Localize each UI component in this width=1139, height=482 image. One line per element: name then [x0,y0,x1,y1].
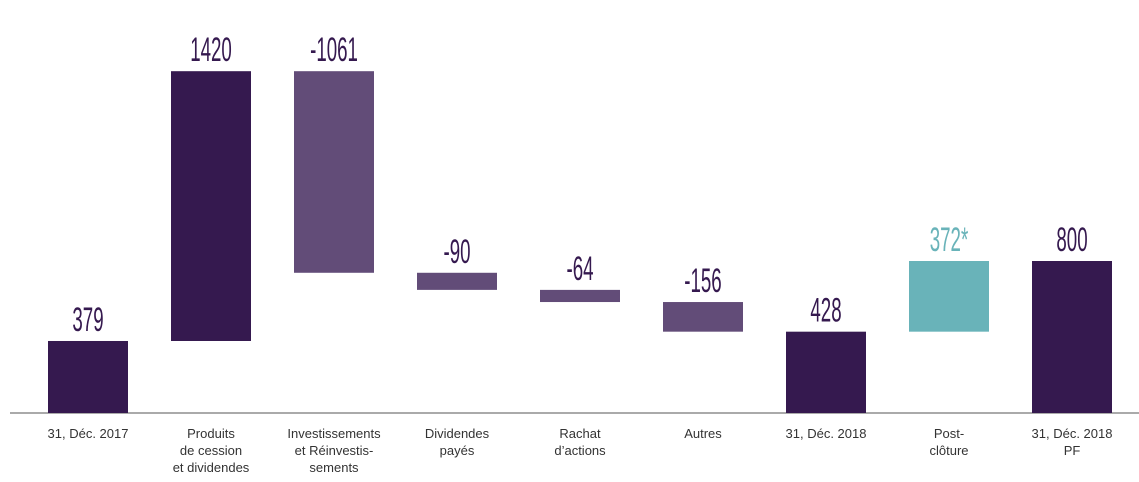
bar [1032,261,1112,413]
value-label: 800 [1056,220,1087,258]
value-label: -64 [566,249,593,287]
category-label: 31, Déc. 2018 PF [1031,426,1113,458]
value-label: -90 [443,232,470,270]
category-label: 31, Déc. 2017 [47,426,129,441]
value-label: 1420 [190,30,232,68]
bar [171,71,251,341]
bar [294,71,374,273]
bar [786,331,866,413]
category-label: Investissements et Réinvestis- sements [287,426,381,475]
value-label: -1061 [310,30,358,68]
bar [417,272,497,290]
value-label: 372* [930,220,969,258]
value-label: -156 [684,261,721,299]
category-label: Rachat d’actions [554,426,606,458]
category-label: Post- clôture [929,426,969,458]
category-label: Autres [684,426,722,441]
category-label: Dividendes payés [424,426,490,458]
bar [540,289,620,303]
value-label: 428 [810,291,841,329]
bar [48,340,128,413]
category-label: 31, Déc. 2018 [785,426,867,441]
category-label: Produits de cession et dividendes [172,426,250,475]
value-label: 379 [72,300,103,338]
bar [909,261,989,332]
bar [663,302,743,332]
